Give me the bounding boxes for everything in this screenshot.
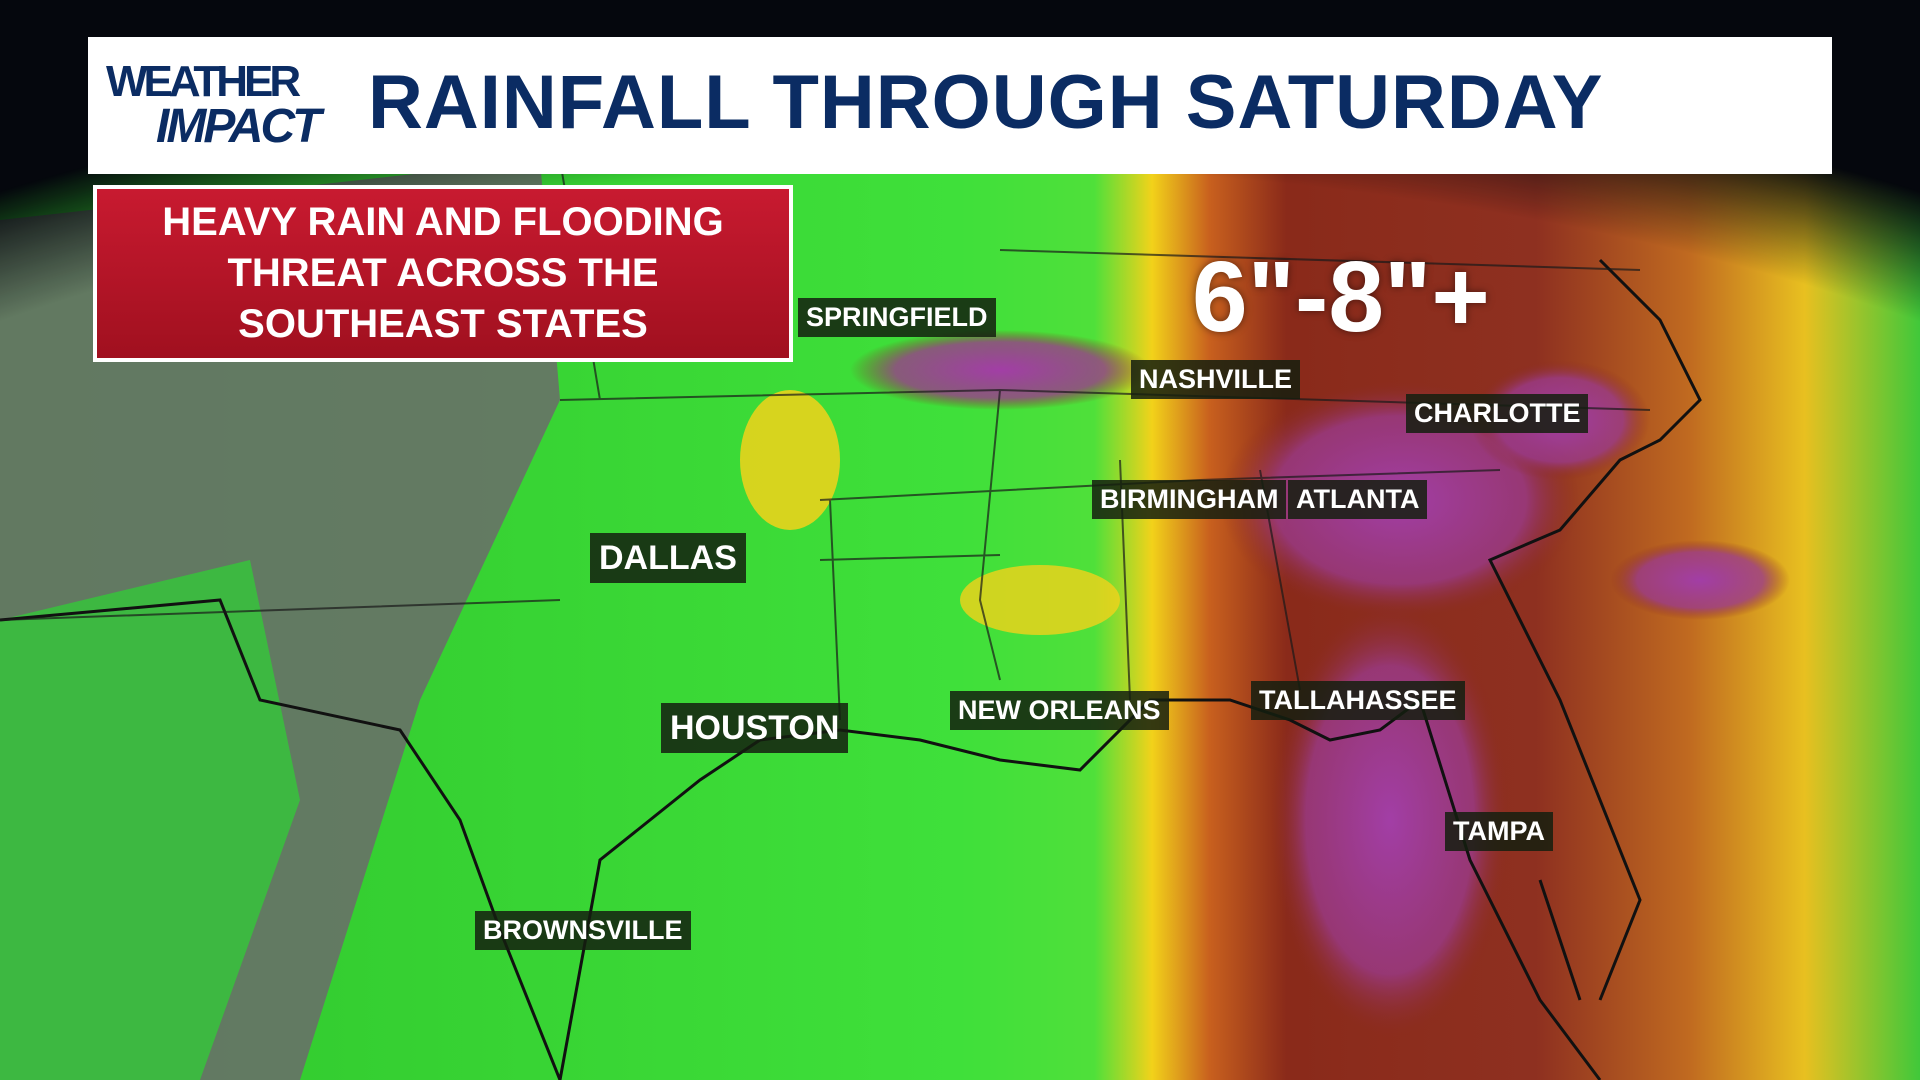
alert-line: THREAT ACROSS THE	[227, 251, 659, 295]
title-bar: WEATHER IMPACT RAINFALL THROUGH SATURDAY	[88, 37, 1832, 174]
city-label-springfield: SPRINGFIELD	[798, 298, 996, 337]
page-title: RAINFALL THROUGH SATURDAY	[368, 60, 1604, 145]
city-label-birmingham: BIRMINGHAM	[1092, 480, 1287, 519]
city-label-tampa: TAMPA	[1445, 812, 1553, 851]
city-label-nashville: NASHVILLE	[1131, 360, 1301, 399]
alert-box: HEAVY RAIN AND FLOODING THREAT ACROSS TH…	[93, 185, 793, 362]
weather-impact-logo: WEATHER IMPACT	[106, 57, 376, 157]
rainfall-amount-label: 6"-8"+	[1192, 241, 1490, 353]
city-label-brownsville: BROWNSVILLE	[475, 911, 691, 950]
city-label-atlanta: ATLANTA	[1288, 480, 1428, 519]
logo-weather: WEATHER	[106, 57, 301, 106]
city-label-charlotte: CHARLOTTE	[1406, 394, 1589, 433]
alert-line: SOUTHEAST STATES	[238, 302, 648, 346]
city-label-houston: HOUSTON	[661, 703, 849, 753]
city-label-new-orleans: NEW ORLEANS	[950, 691, 1169, 730]
city-label-tallahassee: TALLAHASSEE	[1251, 681, 1465, 720]
logo-impact: IMPACT	[156, 100, 321, 153]
city-label-dallas: DALLAS	[590, 533, 746, 583]
alert-line: HEAVY RAIN AND FLOODING	[162, 200, 724, 244]
